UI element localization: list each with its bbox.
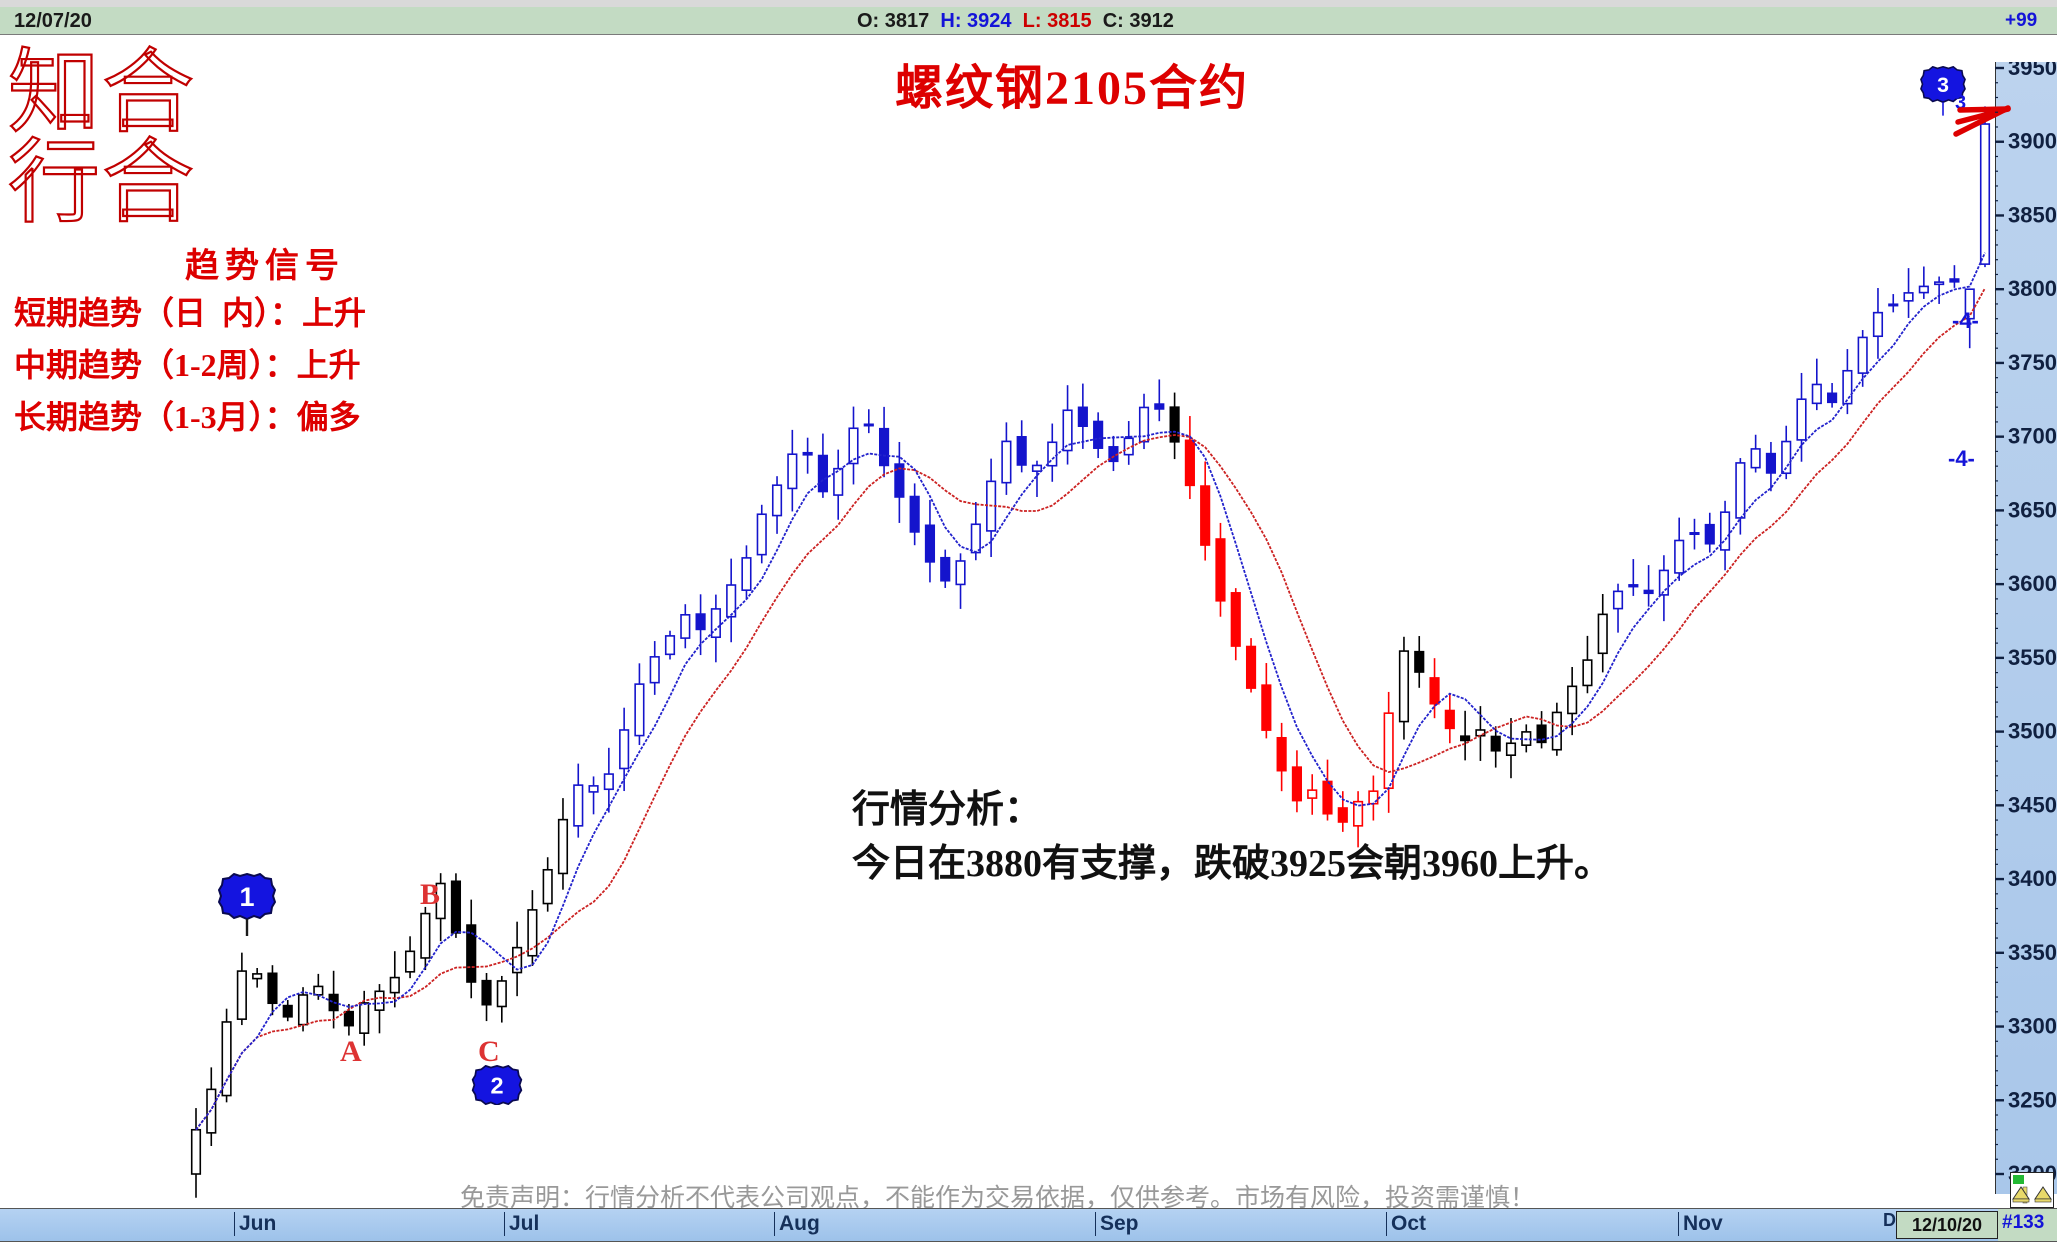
svg-text:1: 1 [239, 882, 254, 912]
svg-text:3800: 3800 [2008, 276, 2057, 301]
svg-text:3650: 3650 [2008, 497, 2057, 522]
svg-text:3550: 3550 [2008, 645, 2057, 670]
svg-text:3: 3 [1937, 73, 1949, 97]
svg-text:3350: 3350 [2008, 940, 2057, 965]
svg-text:3850: 3850 [2008, 202, 2057, 227]
svg-text:2: 2 [490, 1073, 503, 1099]
svg-text:3500: 3500 [2008, 719, 2057, 744]
svg-text:3900: 3900 [2008, 129, 2057, 154]
svg-text:3450: 3450 [2008, 792, 2057, 817]
svg-text:3250: 3250 [2008, 1087, 2057, 1112]
svg-text:3700: 3700 [2008, 424, 2057, 449]
svg-text:3600: 3600 [2008, 571, 2057, 596]
svg-text:3400: 3400 [2008, 866, 2057, 891]
svg-text:3750: 3750 [2008, 350, 2057, 375]
svg-text:3300: 3300 [2008, 1014, 2057, 1039]
svg-text:3950: 3950 [2008, 62, 2057, 80]
